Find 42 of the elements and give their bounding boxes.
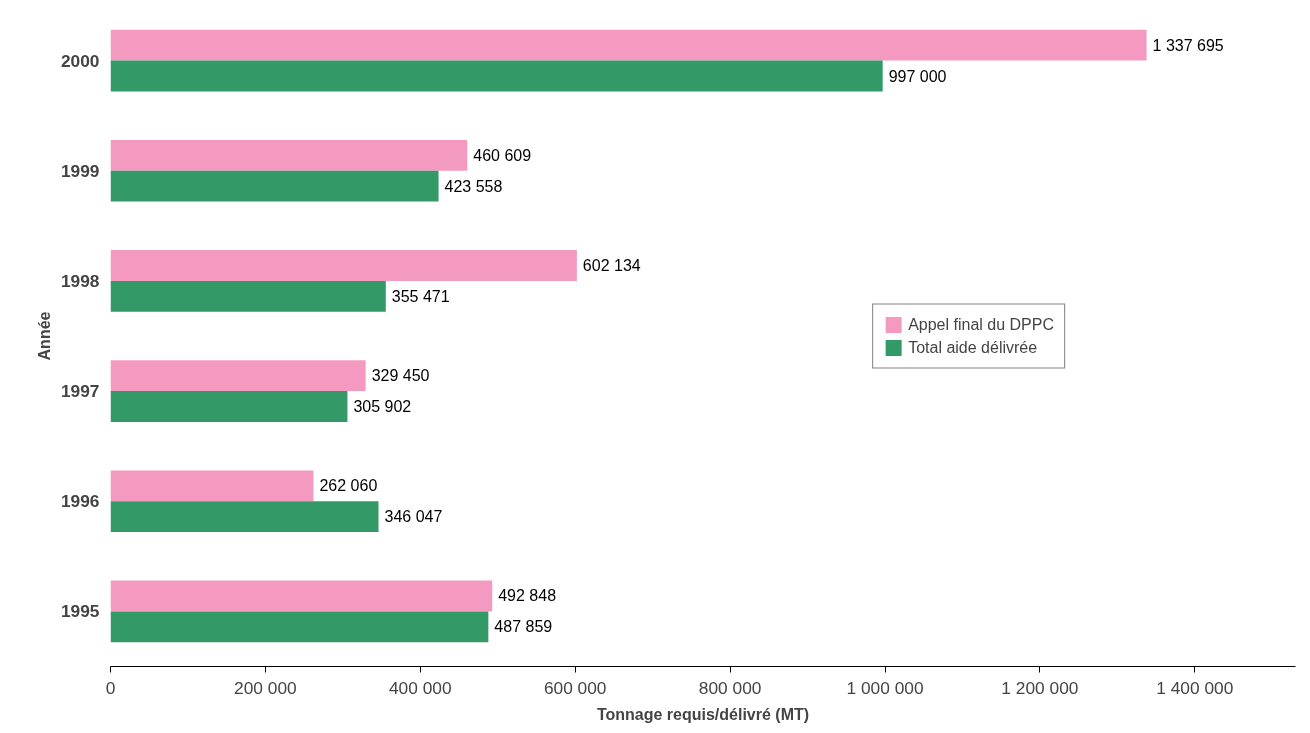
bar xyxy=(110,250,577,281)
y-tick-label: 2000 xyxy=(60,50,100,71)
y-tick-label: 1995 xyxy=(60,601,100,622)
data-label: 492 848 xyxy=(498,587,557,605)
data-label: 460 609 xyxy=(473,146,532,164)
y-axis-title: Année xyxy=(35,311,53,361)
x-tick-label: 1 400 000 xyxy=(1156,677,1234,698)
data-label: 1 337 695 xyxy=(1152,36,1224,54)
bar xyxy=(110,29,1147,61)
data-label: 602 134 xyxy=(582,256,641,274)
x-axis-title: Tonnage requis/délivré (MT) xyxy=(596,705,810,723)
data-label: 329 450 xyxy=(371,367,430,385)
bar xyxy=(110,280,386,312)
x-tick-label: 600 000 xyxy=(543,677,607,698)
data-label: 487 859 xyxy=(494,618,553,636)
bar xyxy=(110,391,348,422)
bar xyxy=(110,360,366,392)
data-label: 355 471 xyxy=(391,287,450,305)
bar xyxy=(110,501,379,533)
y-tick-label: 1997 xyxy=(60,381,100,402)
bar xyxy=(110,611,489,643)
legend-label: Appel final du DPPC xyxy=(908,315,1054,333)
x-tick-label: 200 000 xyxy=(234,677,297,698)
bar xyxy=(110,470,314,502)
bar xyxy=(110,60,883,92)
y-tick-label: 1999 xyxy=(60,160,100,181)
x-tick-label: 1 000 000 xyxy=(846,677,924,698)
data-label: 262 060 xyxy=(319,477,378,495)
bar xyxy=(110,139,468,171)
data-label: 997 000 xyxy=(888,67,947,85)
bar xyxy=(110,580,493,612)
data-label: 305 902 xyxy=(353,398,412,416)
data-label: 423 558 xyxy=(444,177,503,195)
y-tick-label: 1996 xyxy=(60,491,100,512)
x-tick-label: 400 000 xyxy=(388,677,452,698)
data-label: 346 047 xyxy=(384,508,443,526)
bar xyxy=(110,170,439,202)
x-tick-label: 1 200 000 xyxy=(1001,677,1079,698)
x-tick-label: 800 000 xyxy=(698,677,762,698)
x-tick-label: 0 xyxy=(105,677,116,698)
legend-label: Total aide délivrée xyxy=(908,338,1038,356)
y-tick-label: 1998 xyxy=(60,270,100,291)
